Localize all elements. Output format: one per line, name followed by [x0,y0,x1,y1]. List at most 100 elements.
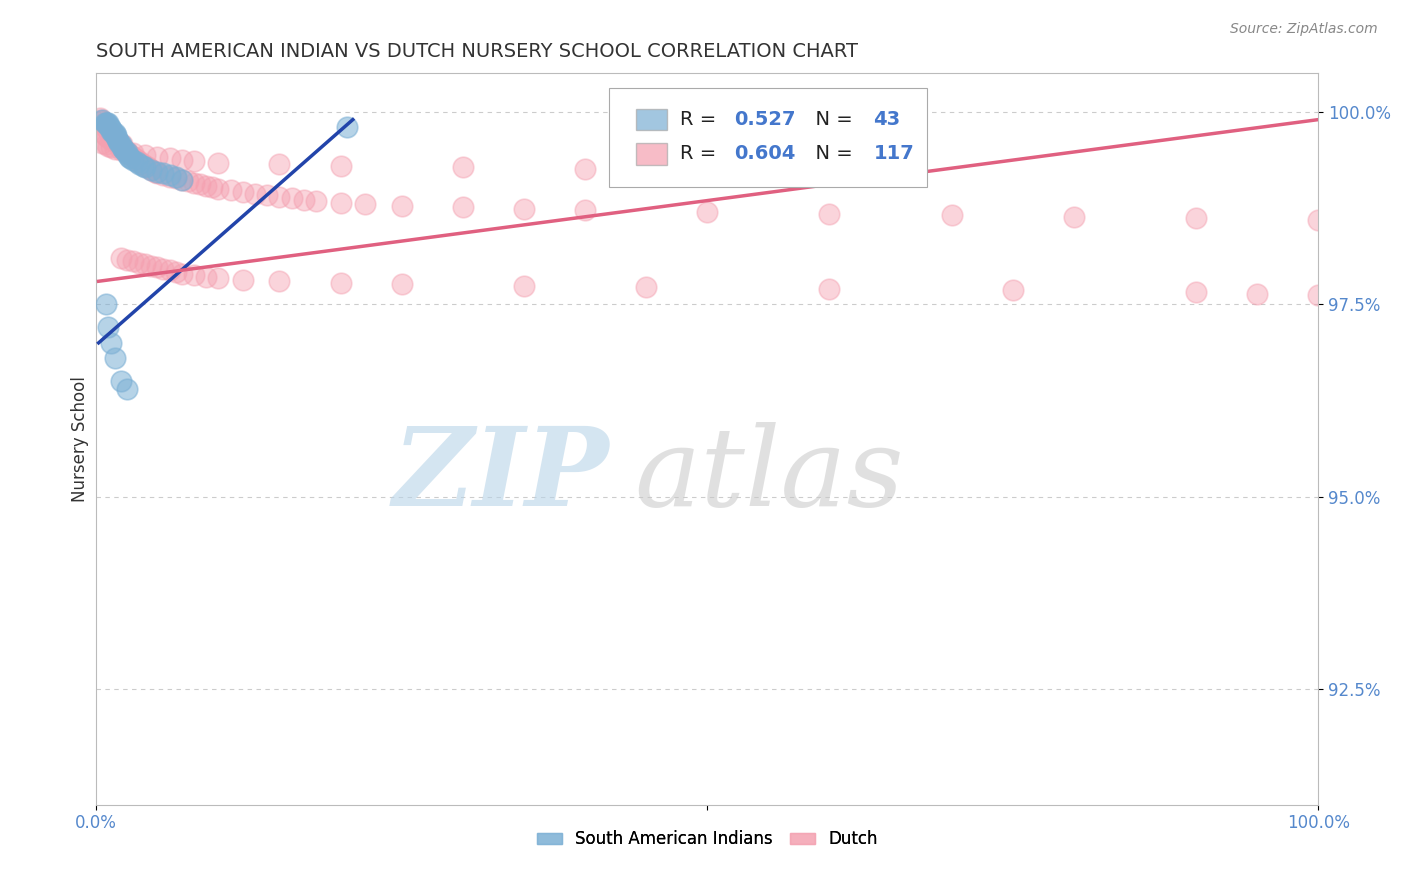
Point [117,146,139,161]
Point [93,116,115,130]
Y-axis label: Nursery School: Nursery School [72,376,89,502]
Point [195,269,218,284]
Point [104,128,127,142]
Point [94,137,117,152]
Point [818,282,841,296]
Text: 0.604: 0.604 [734,145,796,163]
Point [183,268,205,282]
Point [110,374,132,388]
Point [100,127,122,141]
Text: R =: R = [681,145,723,163]
Point [134,161,156,175]
Text: 0.527: 0.527 [734,110,796,129]
Point [165,170,187,185]
Point [97,320,120,334]
Point [108,136,131,150]
Point [104,129,127,144]
Point [93,119,115,133]
Point [139,161,162,176]
Point [131,159,153,173]
Point [96,129,118,144]
Point [97,119,120,133]
Point [128,154,150,169]
Point [97,138,120,153]
Point [121,150,143,164]
Point [336,120,359,135]
Point [107,136,129,150]
Point [183,176,205,190]
Point [103,127,125,141]
Point [134,159,156,173]
Point [141,162,163,177]
Point [1308,212,1330,227]
Point [97,116,120,130]
Point [232,185,254,199]
Point [89,111,111,125]
Point [269,157,291,171]
Point [141,259,163,273]
Point [103,142,125,156]
Point [98,125,121,139]
Text: 43: 43 [873,110,901,129]
Point [115,147,138,161]
Point [165,265,187,279]
Point [159,168,181,182]
Point [269,189,291,203]
Point [110,251,132,265]
Point [1185,285,1208,299]
Point [93,117,115,131]
Point [1063,210,1085,224]
Point [146,260,169,275]
Point [188,178,211,192]
Point [91,136,114,150]
Point [165,171,187,186]
Point [94,116,117,130]
Point [101,124,124,138]
Point [696,205,718,219]
Point [170,172,193,186]
Point [256,188,278,202]
Point [111,137,134,152]
Point [93,128,115,142]
Point [110,137,132,152]
Point [100,124,122,138]
Point [103,127,125,141]
Point [107,136,129,150]
Point [111,139,134,153]
Point [305,194,328,209]
Point [177,174,200,188]
Point [100,140,122,154]
Point [269,274,291,288]
Point [93,116,115,130]
Point [112,144,135,158]
Point [115,382,138,396]
Point [696,163,718,178]
Point [818,206,841,220]
Point [121,254,143,268]
Point [98,120,121,135]
Point [201,180,224,194]
Point [143,165,166,179]
Point [146,165,169,179]
Text: Source: ZipAtlas.com: Source: ZipAtlas.com [1230,22,1378,37]
Point [513,202,536,216]
Point [94,297,117,311]
FancyBboxPatch shape [637,143,666,165]
Point [1185,211,1208,226]
Point [128,157,150,171]
Point [152,168,174,182]
Point [121,153,143,167]
Point [128,256,150,270]
Point [120,151,142,165]
Point [159,169,181,184]
Point [243,186,266,201]
Point [98,131,121,145]
Point [91,112,114,127]
Point [131,157,153,171]
Point [159,151,181,165]
Point [101,133,124,147]
Point [636,280,658,294]
Point [94,120,117,135]
Point [112,144,135,158]
Text: ZIP: ZIP [392,422,609,529]
